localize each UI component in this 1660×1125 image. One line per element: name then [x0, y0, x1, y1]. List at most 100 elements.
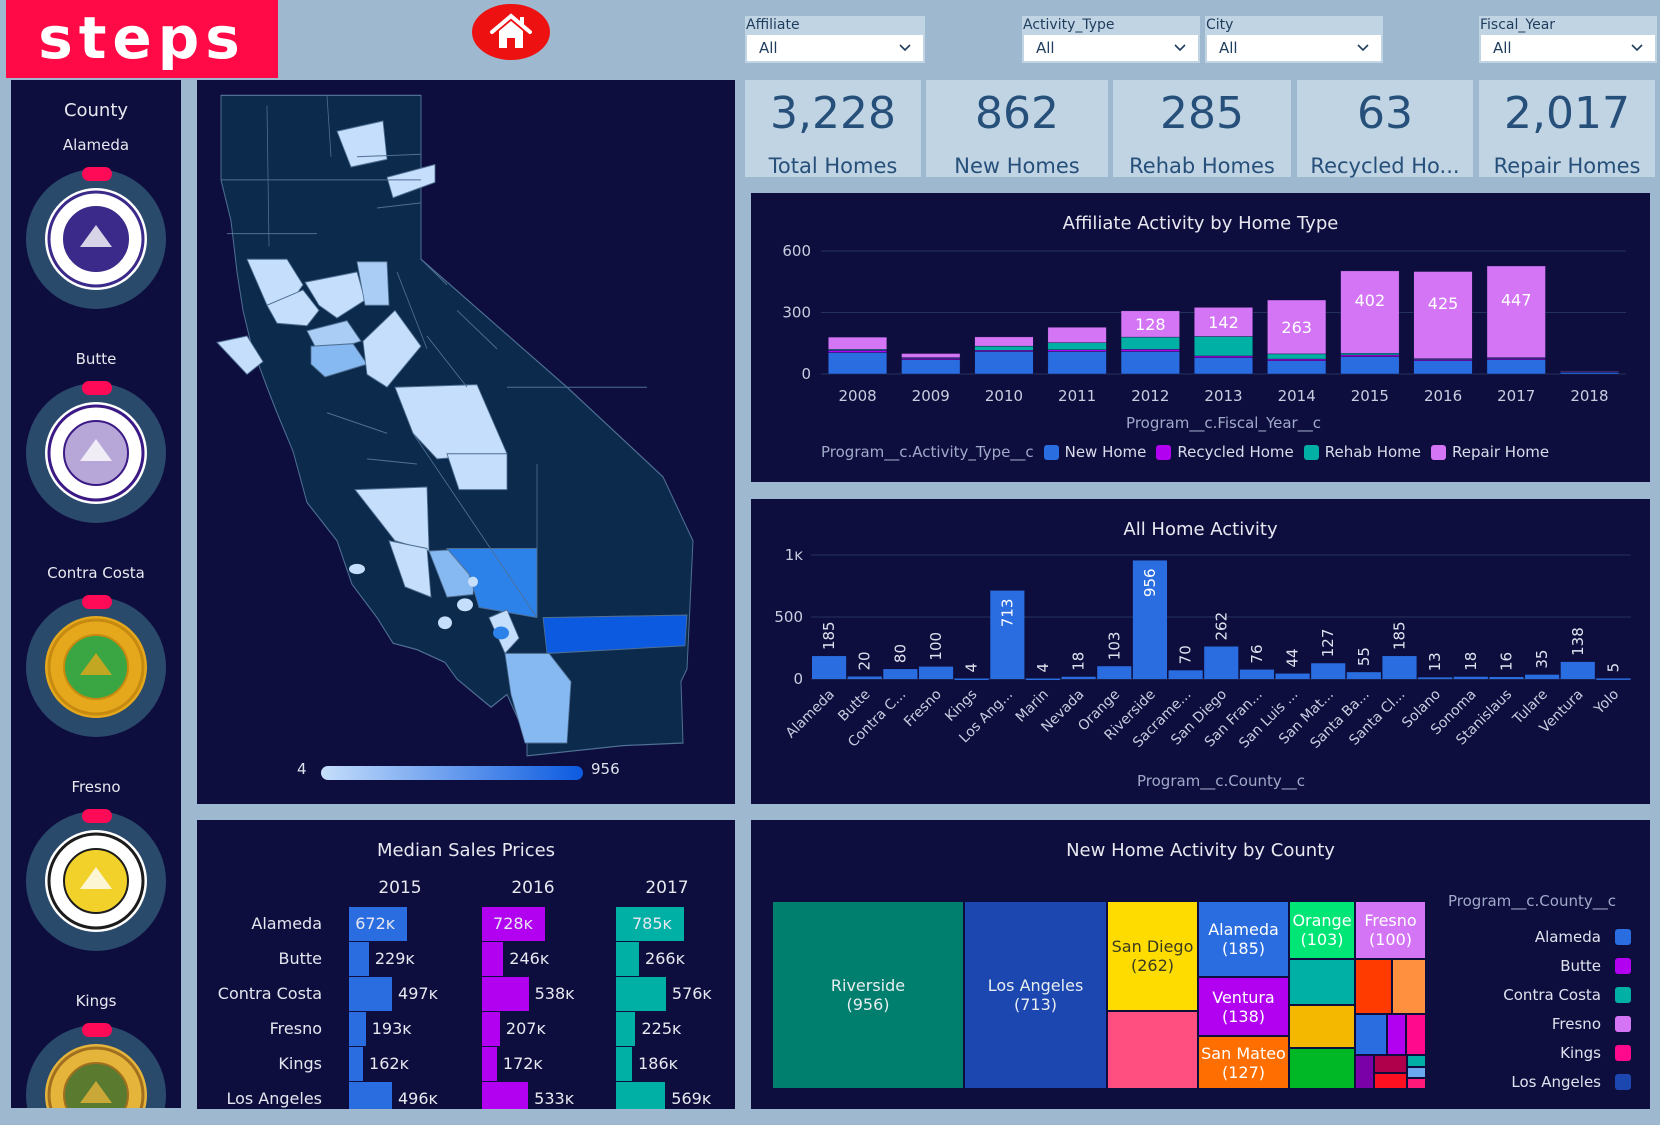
county-item-butte[interactable]: Butte — [11, 349, 181, 523]
median-row-label: Alameda — [251, 914, 322, 933]
treemap-cell-ventura[interactable]: Ventura (138) — [1198, 977, 1289, 1036]
treemap-legend-item-kings[interactable]: Kings — [1431, 1038, 1631, 1067]
median-bar[interactable] — [616, 907, 684, 941]
median-bar[interactable] — [482, 977, 529, 1011]
treemap[interactable]: Riverside (956) Los Angeles (713) San Diego(… — [772, 901, 1426, 1089]
median-bar[interactable] — [482, 907, 546, 941]
treemap-legend-item-alameda[interactable]: Alameda — [1431, 922, 1631, 951]
legend-item-repair-home[interactable]: Repair Home — [1452, 443, 1550, 461]
fiscal-year-select[interactable]: All — [1481, 35, 1655, 61]
treemap-cell-fresno[interactable]: Fresno (100) — [1355, 901, 1426, 959]
treemap-cell-los-angeles[interactable]: Los Angeles (713) — [964, 901, 1107, 1089]
median-bar[interactable] — [482, 1047, 497, 1081]
kpi-rehab-homes[interactable]: 285 Rehab Homes — [1113, 80, 1291, 178]
treemap-cell-small[interactable] — [1407, 1055, 1426, 1067]
bar-segment-new-home — [1267, 360, 1327, 375]
california-map-panel: 4 956 — [197, 80, 735, 804]
legend-item-rehab-home[interactable]: Rehab Home — [1324, 443, 1422, 461]
bar-data-label: 18 — [1070, 652, 1088, 671]
bar-data-label: 713 — [998, 599, 1016, 628]
bar — [1132, 560, 1168, 679]
bar-segment-new-home — [1486, 359, 1546, 375]
median-bar[interactable] — [349, 907, 408, 941]
median-bar[interactable] — [616, 1082, 666, 1109]
county-item-alameda[interactable]: Alameda — [11, 135, 181, 309]
treemap-cell-count: (956) — [846, 995, 890, 1014]
treemap-cell-alameda[interactable]: Alameda (185) — [1198, 901, 1289, 977]
county-item-fresno[interactable]: Fresno — [11, 777, 181, 951]
median-bar[interactable] — [349, 1082, 392, 1109]
kpi-repair-homes[interactable]: 2,017 Repair Homes — [1479, 80, 1655, 178]
county-seal-ring — [26, 595, 166, 737]
bar-data-label: 956 — [1141, 568, 1159, 597]
affiliate-activity-legend: Program__c.Activity_Type__c New Home Recy… — [821, 443, 1549, 461]
treemap-legend-item-butte[interactable]: Butte — [1431, 951, 1631, 980]
treemap-cell-small[interactable] — [1289, 959, 1355, 1005]
treemap-cell-small[interactable] — [1407, 1067, 1426, 1078]
map-county-region — [266, 289, 320, 327]
activity-type-select[interactable]: All — [1024, 35, 1198, 61]
home-button[interactable] — [472, 4, 550, 60]
bar-segment-recycled-home — [1194, 355, 1253, 358]
bar-data-label: 402 — [1355, 291, 1386, 310]
legend-item-new-home[interactable]: New Home — [1064, 443, 1147, 461]
california-choropleth-map[interactable] — [197, 80, 735, 804]
treemap-cell-small[interactable] — [1355, 1014, 1387, 1055]
treemap-cell-small[interactable] — [1289, 1048, 1355, 1089]
treemap-cell-small[interactable] — [1392, 959, 1426, 1014]
treemap-cell-san-mateo[interactable]: San Mateo (127) — [1198, 1036, 1289, 1089]
treemap-legend-item-los-angeles[interactable]: Los Angeles — [1431, 1067, 1631, 1096]
treemap-cell-small[interactable] — [1406, 1014, 1426, 1055]
affiliate-activity-chart[interactable]: 0 300 600 2008 2009 2010 2011 128 2012 142 2013 263… — [751, 193, 1650, 482]
map-county-border — [326, 412, 388, 434]
median-bar[interactable] — [616, 1047, 633, 1081]
treemap-legend-item-fresno[interactable]: Fresno — [1431, 1009, 1631, 1038]
kpi-new-homes[interactable]: 862 New Homes — [926, 80, 1108, 178]
treemap-cell-san-diego[interactable]: San Diego (262) — [1107, 901, 1198, 1011]
treemap-cell-small[interactable] — [1387, 1014, 1406, 1055]
median-bar[interactable] — [616, 1012, 636, 1046]
county-item-kings[interactable]: Kings — [11, 991, 181, 1108]
treemap-cell-small[interactable] — [1374, 1055, 1407, 1073]
median-bar[interactable] — [482, 1012, 500, 1046]
treemap-cell-small[interactable] — [1355, 959, 1392, 1014]
affiliate-activity-title: Affiliate Activity by Home Type — [1062, 213, 1339, 234]
bar-data-label: 127 — [1319, 629, 1337, 658]
treemap-legend-item-contra-costa[interactable]: Contra Costa — [1431, 980, 1631, 1009]
bar — [1525, 674, 1560, 679]
treemap-cell-orange[interactable]: Orange (103) — [1289, 901, 1355, 959]
x-tick-label: 2015 — [1351, 387, 1389, 405]
kpi-total-homes[interactable]: 3,228 Total Homes — [745, 80, 921, 178]
median-bar[interactable] — [349, 1012, 366, 1046]
median-bar[interactable] — [349, 1047, 364, 1081]
county-list[interactable]: Alameda Butte Contra Costa Fresno — [11, 135, 181, 1108]
legend-item-recycled-home[interactable]: Recycled Home — [1177, 443, 1294, 461]
kpi-value: 285 — [1160, 88, 1244, 139]
treemap-cell-small[interactable] — [1289, 1005, 1355, 1048]
y-tick-label: 600 — [782, 242, 811, 260]
median-bar[interactable] — [349, 977, 393, 1011]
kpi-recycled-homes[interactable]: 63 Recycled Ho... — [1297, 80, 1473, 178]
median-year-header: 2017 — [645, 878, 689, 898]
median-bar[interactable] — [616, 977, 666, 1011]
affiliate-select[interactable]: All — [747, 35, 923, 61]
treemap-cell-small[interactable] — [1374, 1073, 1407, 1089]
treemap-cell-sacramento[interactable] — [1107, 1011, 1198, 1089]
map-county-border — [396, 271, 428, 350]
city-select[interactable]: All — [1207, 35, 1381, 61]
treemap-cell-small[interactable] — [1407, 1078, 1426, 1089]
treemap-cell-riverside[interactable]: Riverside (956) — [772, 901, 964, 1089]
median-value-label: 186ᴋ — [638, 1054, 678, 1073]
treemap-cell-count: (713) — [1013, 995, 1058, 1014]
bar-segment-repair-home — [1194, 307, 1253, 337]
legend-swatch — [1303, 444, 1319, 460]
median-bar[interactable] — [482, 1082, 529, 1109]
median-bar[interactable] — [482, 942, 504, 976]
median-row-label: Fresno — [269, 1019, 322, 1038]
county-item-contra-costa[interactable]: Contra Costa — [11, 563, 181, 737]
treemap-cell-small[interactable] — [1355, 1055, 1374, 1089]
county-list-panel: County Alameda Butte Contra Costa Fresno — [11, 80, 181, 1108]
median-bar[interactable] — [616, 942, 640, 976]
median-bar[interactable] — [349, 942, 369, 976]
